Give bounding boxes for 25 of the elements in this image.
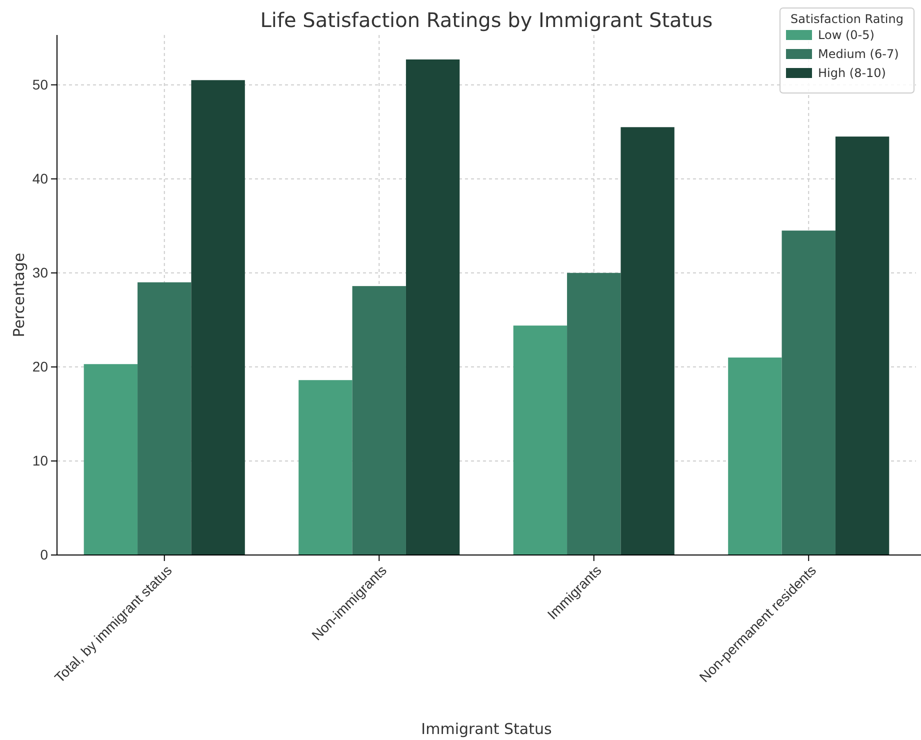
y-axis-title: Percentage: [10, 252, 28, 338]
x-axis-title: Immigrant Status: [421, 720, 552, 738]
y-tick-label: 0: [40, 546, 48, 562]
bar: [352, 286, 406, 555]
y-tick-label: 40: [32, 170, 48, 186]
bar: [728, 358, 782, 555]
bar: [567, 272, 621, 555]
y-tick-label: 20: [32, 358, 48, 374]
bar: [620, 127, 674, 555]
y-tick-label: 10: [32, 452, 48, 468]
legend-label: Low (0-5): [818, 28, 874, 42]
legend-title: Satisfaction Rating: [790, 12, 904, 26]
legend-label: Medium (6-7): [818, 47, 899, 61]
bar: [191, 80, 245, 555]
bar: [138, 282, 192, 555]
bar: [406, 59, 460, 555]
bar: [835, 136, 890, 555]
chart-title: Life Satisfaction Ratings by Immigrant Status: [260, 8, 713, 32]
legend-label: High (8-10): [818, 66, 886, 80]
y-tick-label: 50: [32, 76, 48, 92]
bar: [84, 364, 138, 555]
bar: [782, 230, 836, 555]
y-tick-label: 30: [32, 264, 48, 280]
bar: [298, 380, 352, 555]
bar: [513, 326, 568, 555]
